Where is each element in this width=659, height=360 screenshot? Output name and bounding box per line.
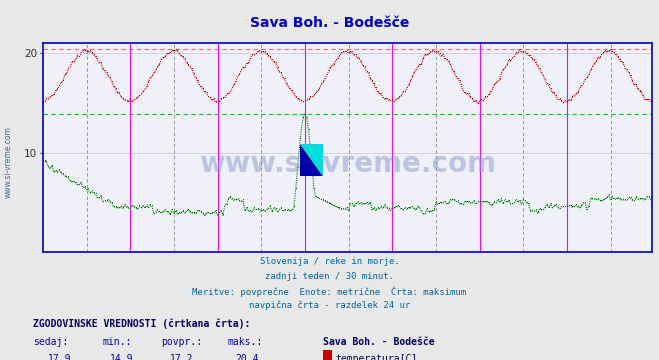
Text: povpr.:: povpr.: [161, 337, 202, 347]
Text: maks.:: maks.: [227, 337, 262, 347]
Text: Sava Boh. - Bodešče: Sava Boh. - Bodešče [250, 16, 409, 30]
Text: 14,9: 14,9 [110, 354, 134, 360]
Text: 20,4: 20,4 [235, 354, 259, 360]
Text: www.si-vreme.com: www.si-vreme.com [199, 150, 496, 178]
Polygon shape [300, 144, 323, 176]
Text: temperatura[C]: temperatura[C] [335, 354, 418, 360]
Text: www.si-vreme.com: www.si-vreme.com [4, 126, 13, 198]
Polygon shape [300, 144, 323, 176]
Text: sedaj:: sedaj: [33, 337, 68, 347]
Text: Sava Boh. - Bodešče: Sava Boh. - Bodešče [323, 337, 434, 347]
Text: Slovenija / reke in morje.: Slovenija / reke in morje. [260, 257, 399, 266]
Text: min.:: min.: [102, 337, 132, 347]
Text: 17,9: 17,9 [47, 354, 71, 360]
Text: navpična črta - razdelek 24 ur: navpična črta - razdelek 24 ur [249, 301, 410, 310]
Text: zadnji teden / 30 minut.: zadnji teden / 30 minut. [265, 272, 394, 281]
Text: 17,2: 17,2 [169, 354, 193, 360]
Text: ZGODOVINSKE VREDNOSTI (črtkana črta):: ZGODOVINSKE VREDNOSTI (črtkana črta): [33, 319, 250, 329]
Text: Meritve: povprečne  Enote: metrične  Črta: maksimum: Meritve: povprečne Enote: metrične Črta:… [192, 286, 467, 297]
